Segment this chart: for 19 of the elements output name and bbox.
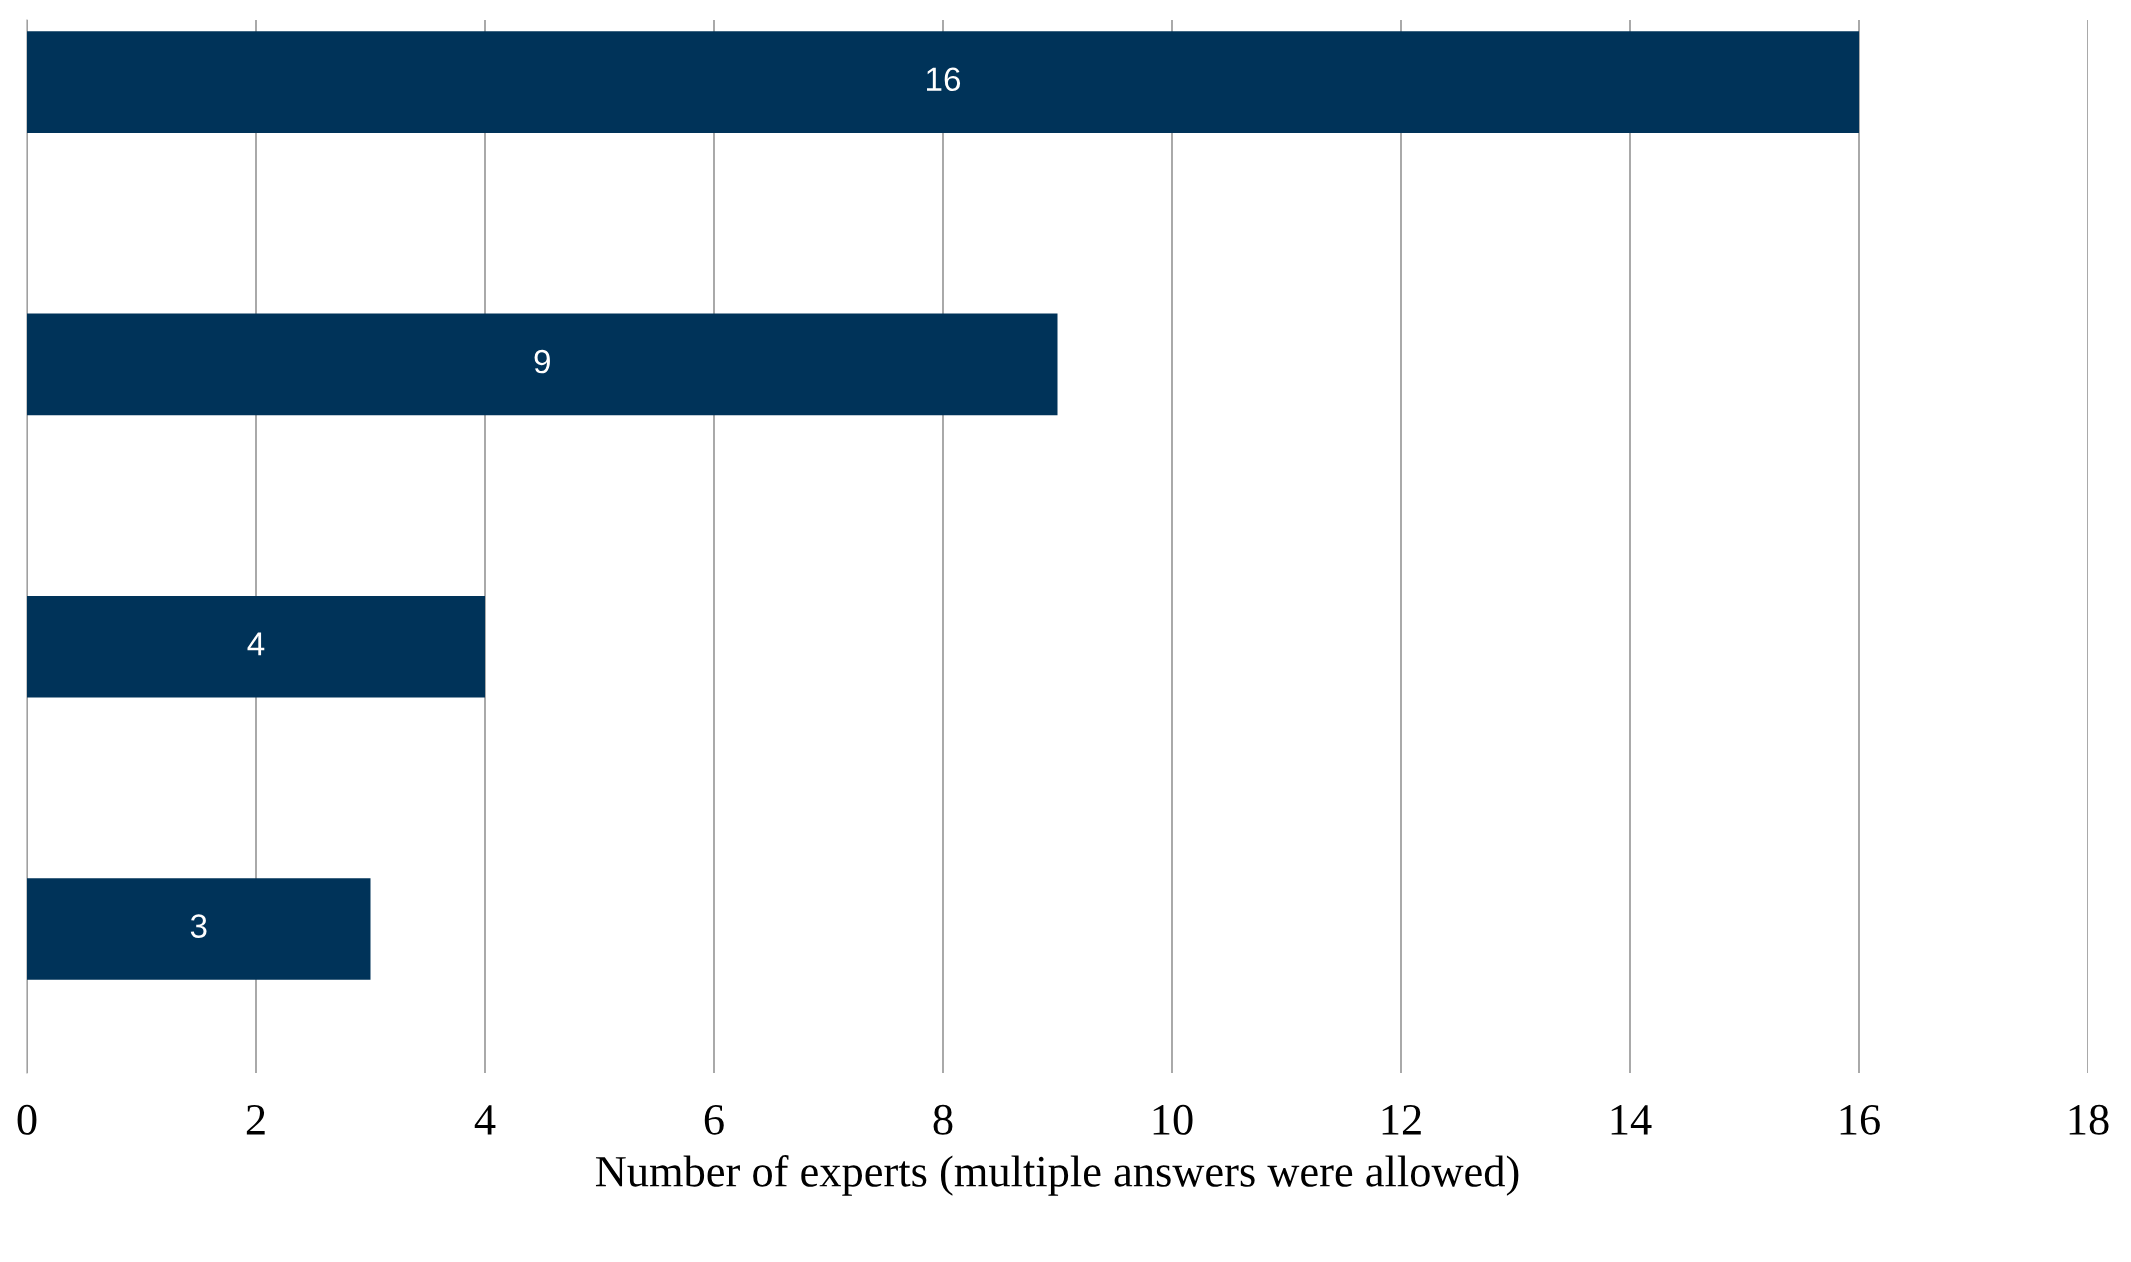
bar bbox=[27, 595, 485, 698]
x-tick-label: 0 bbox=[17, 1104, 37, 1135]
bar bbox=[27, 31, 1859, 133]
x-tick-label: 8 bbox=[933, 1104, 953, 1135]
x-tick-label: 16 bbox=[1840, 1104, 1880, 1135]
x-tick-label: 12 bbox=[1382, 1104, 1421, 1135]
data-label: 16 bbox=[927, 67, 961, 92]
data-label: 4 bbox=[247, 632, 265, 656]
x-tick-label: 2 bbox=[246, 1104, 265, 1135]
bar bbox=[27, 878, 371, 980]
x-tick-label: 10 bbox=[1153, 1104, 1193, 1135]
x-tick-label: 18 bbox=[2069, 1104, 2109, 1135]
data-label: 9 bbox=[534, 349, 550, 374]
data-label: 3 bbox=[190, 914, 207, 938]
x-tick-label: 4 bbox=[474, 1105, 496, 1135]
bar bbox=[27, 313, 1058, 416]
x-tick-label: 6 bbox=[704, 1104, 724, 1135]
x-axis-title: Number of experts (multiple answers were allowed) bbox=[595, 1154, 1519, 1196]
x-tick-label: 14 bbox=[1611, 1105, 1652, 1135]
